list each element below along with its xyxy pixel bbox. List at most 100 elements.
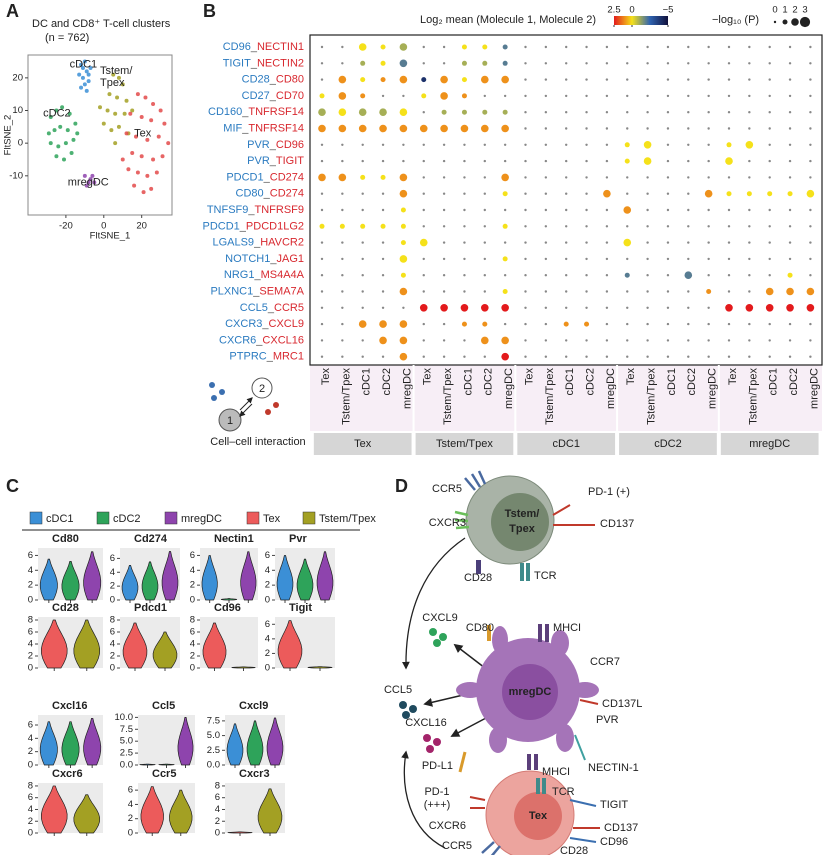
dot bbox=[381, 355, 385, 358]
dot bbox=[687, 62, 690, 65]
column-label: cDC1 bbox=[361, 368, 373, 396]
column-label: cDC2 bbox=[483, 368, 495, 396]
y-tick-label: 5.0 bbox=[120, 736, 133, 747]
dot bbox=[442, 225, 446, 228]
dot bbox=[422, 290, 425, 293]
scatter-point bbox=[105, 108, 110, 113]
violin bbox=[73, 794, 101, 834]
legend-swatch bbox=[29, 511, 43, 525]
scatter-point bbox=[54, 108, 59, 113]
scatter-point bbox=[86, 72, 91, 77]
scatter-point bbox=[56, 144, 61, 149]
column-label: Tex bbox=[523, 368, 535, 386]
diagram-label: CXCR6 bbox=[429, 820, 466, 832]
dot bbox=[687, 290, 690, 293]
gene-title: Nectin1 bbox=[214, 533, 254, 545]
dot bbox=[605, 339, 609, 342]
dot-plot-frame bbox=[309, 34, 823, 366]
dot bbox=[666, 62, 670, 65]
dot bbox=[726, 142, 732, 148]
dot bbox=[687, 143, 690, 146]
violin bbox=[296, 558, 314, 601]
dot bbox=[422, 274, 425, 277]
dot bbox=[361, 192, 364, 195]
legend-label: Tstem/Tpex bbox=[319, 513, 376, 525]
dot bbox=[399, 255, 408, 263]
dot bbox=[605, 143, 609, 146]
cell-name: Tex bbox=[529, 810, 548, 822]
legend-label: cDC2 bbox=[113, 513, 141, 525]
row-label: TIGIT_NECTIN2 bbox=[223, 57, 304, 69]
dot bbox=[646, 62, 649, 65]
y-tick-label: 6 bbox=[190, 550, 195, 561]
y-tick-label: 2 bbox=[28, 746, 33, 757]
molecule-2: SEMA7A bbox=[259, 285, 304, 297]
dot bbox=[809, 78, 812, 81]
diagram-label: CCR5 bbox=[442, 840, 472, 852]
dot bbox=[585, 355, 588, 358]
dot bbox=[460, 304, 469, 312]
colorbar-tick-label: 0 bbox=[629, 5, 634, 16]
dot bbox=[544, 257, 548, 261]
scatter-point bbox=[79, 85, 84, 90]
violin bbox=[73, 619, 101, 669]
molecule-2: MS4A4A bbox=[261, 269, 305, 281]
scatter-point bbox=[98, 105, 102, 110]
dot bbox=[646, 241, 649, 244]
cell-name: mregDC bbox=[509, 686, 552, 698]
dot bbox=[727, 127, 731, 130]
dot bbox=[727, 225, 731, 228]
y-tick-label: 4 bbox=[190, 639, 195, 650]
diagram-label: TCR bbox=[552, 786, 575, 798]
dot bbox=[768, 355, 771, 358]
row-label: CXCR3_CXCL9 bbox=[225, 318, 304, 330]
dot bbox=[605, 290, 609, 293]
dot bbox=[585, 241, 588, 244]
dot bbox=[358, 108, 367, 116]
dot bbox=[745, 141, 754, 149]
dot bbox=[503, 159, 507, 163]
y-tick-label: 4 bbox=[28, 565, 33, 576]
dot bbox=[483, 274, 486, 277]
gene-title: Ccl5 bbox=[152, 700, 175, 712]
legend-swatch bbox=[96, 511, 110, 525]
scatter-point bbox=[77, 72, 82, 77]
violin bbox=[83, 551, 102, 601]
dot bbox=[626, 290, 629, 293]
scatter-point bbox=[126, 167, 131, 172]
violin bbox=[40, 785, 68, 834]
dot bbox=[399, 352, 408, 361]
violin bbox=[307, 666, 333, 669]
dot bbox=[483, 159, 486, 163]
dot bbox=[788, 127, 792, 130]
dot bbox=[524, 143, 527, 146]
y-tick-label: 8 bbox=[190, 615, 195, 626]
dot bbox=[605, 78, 609, 81]
group-bar bbox=[619, 433, 717, 455]
dot bbox=[687, 339, 690, 342]
scatter-point bbox=[156, 134, 161, 139]
diagram-label: CD137 bbox=[600, 518, 634, 530]
row-label: PDCD1_CD274 bbox=[226, 171, 304, 183]
dot bbox=[338, 75, 347, 84]
dot bbox=[786, 287, 794, 296]
dot bbox=[707, 159, 710, 163]
molecule-2: CXCL9 bbox=[269, 318, 304, 330]
dot bbox=[338, 124, 347, 133]
column-label: mregDC bbox=[707, 368, 719, 409]
row-label: PVR_TIGIT bbox=[247, 155, 304, 167]
scatter-point bbox=[135, 170, 140, 175]
scatter-point bbox=[86, 180, 91, 185]
dot bbox=[501, 336, 509, 345]
gene-title: Cxcl9 bbox=[239, 700, 268, 712]
dot bbox=[422, 355, 425, 358]
column-label: cDC1 bbox=[666, 368, 678, 396]
y-tick-label: 20 bbox=[12, 72, 23, 83]
diagram-label: CD28 bbox=[560, 845, 588, 855]
y-tick-label: 4 bbox=[128, 799, 133, 810]
violin bbox=[61, 561, 80, 601]
dot bbox=[707, 322, 710, 326]
dot bbox=[483, 208, 486, 212]
dot bbox=[666, 208, 670, 212]
violin bbox=[277, 620, 303, 669]
